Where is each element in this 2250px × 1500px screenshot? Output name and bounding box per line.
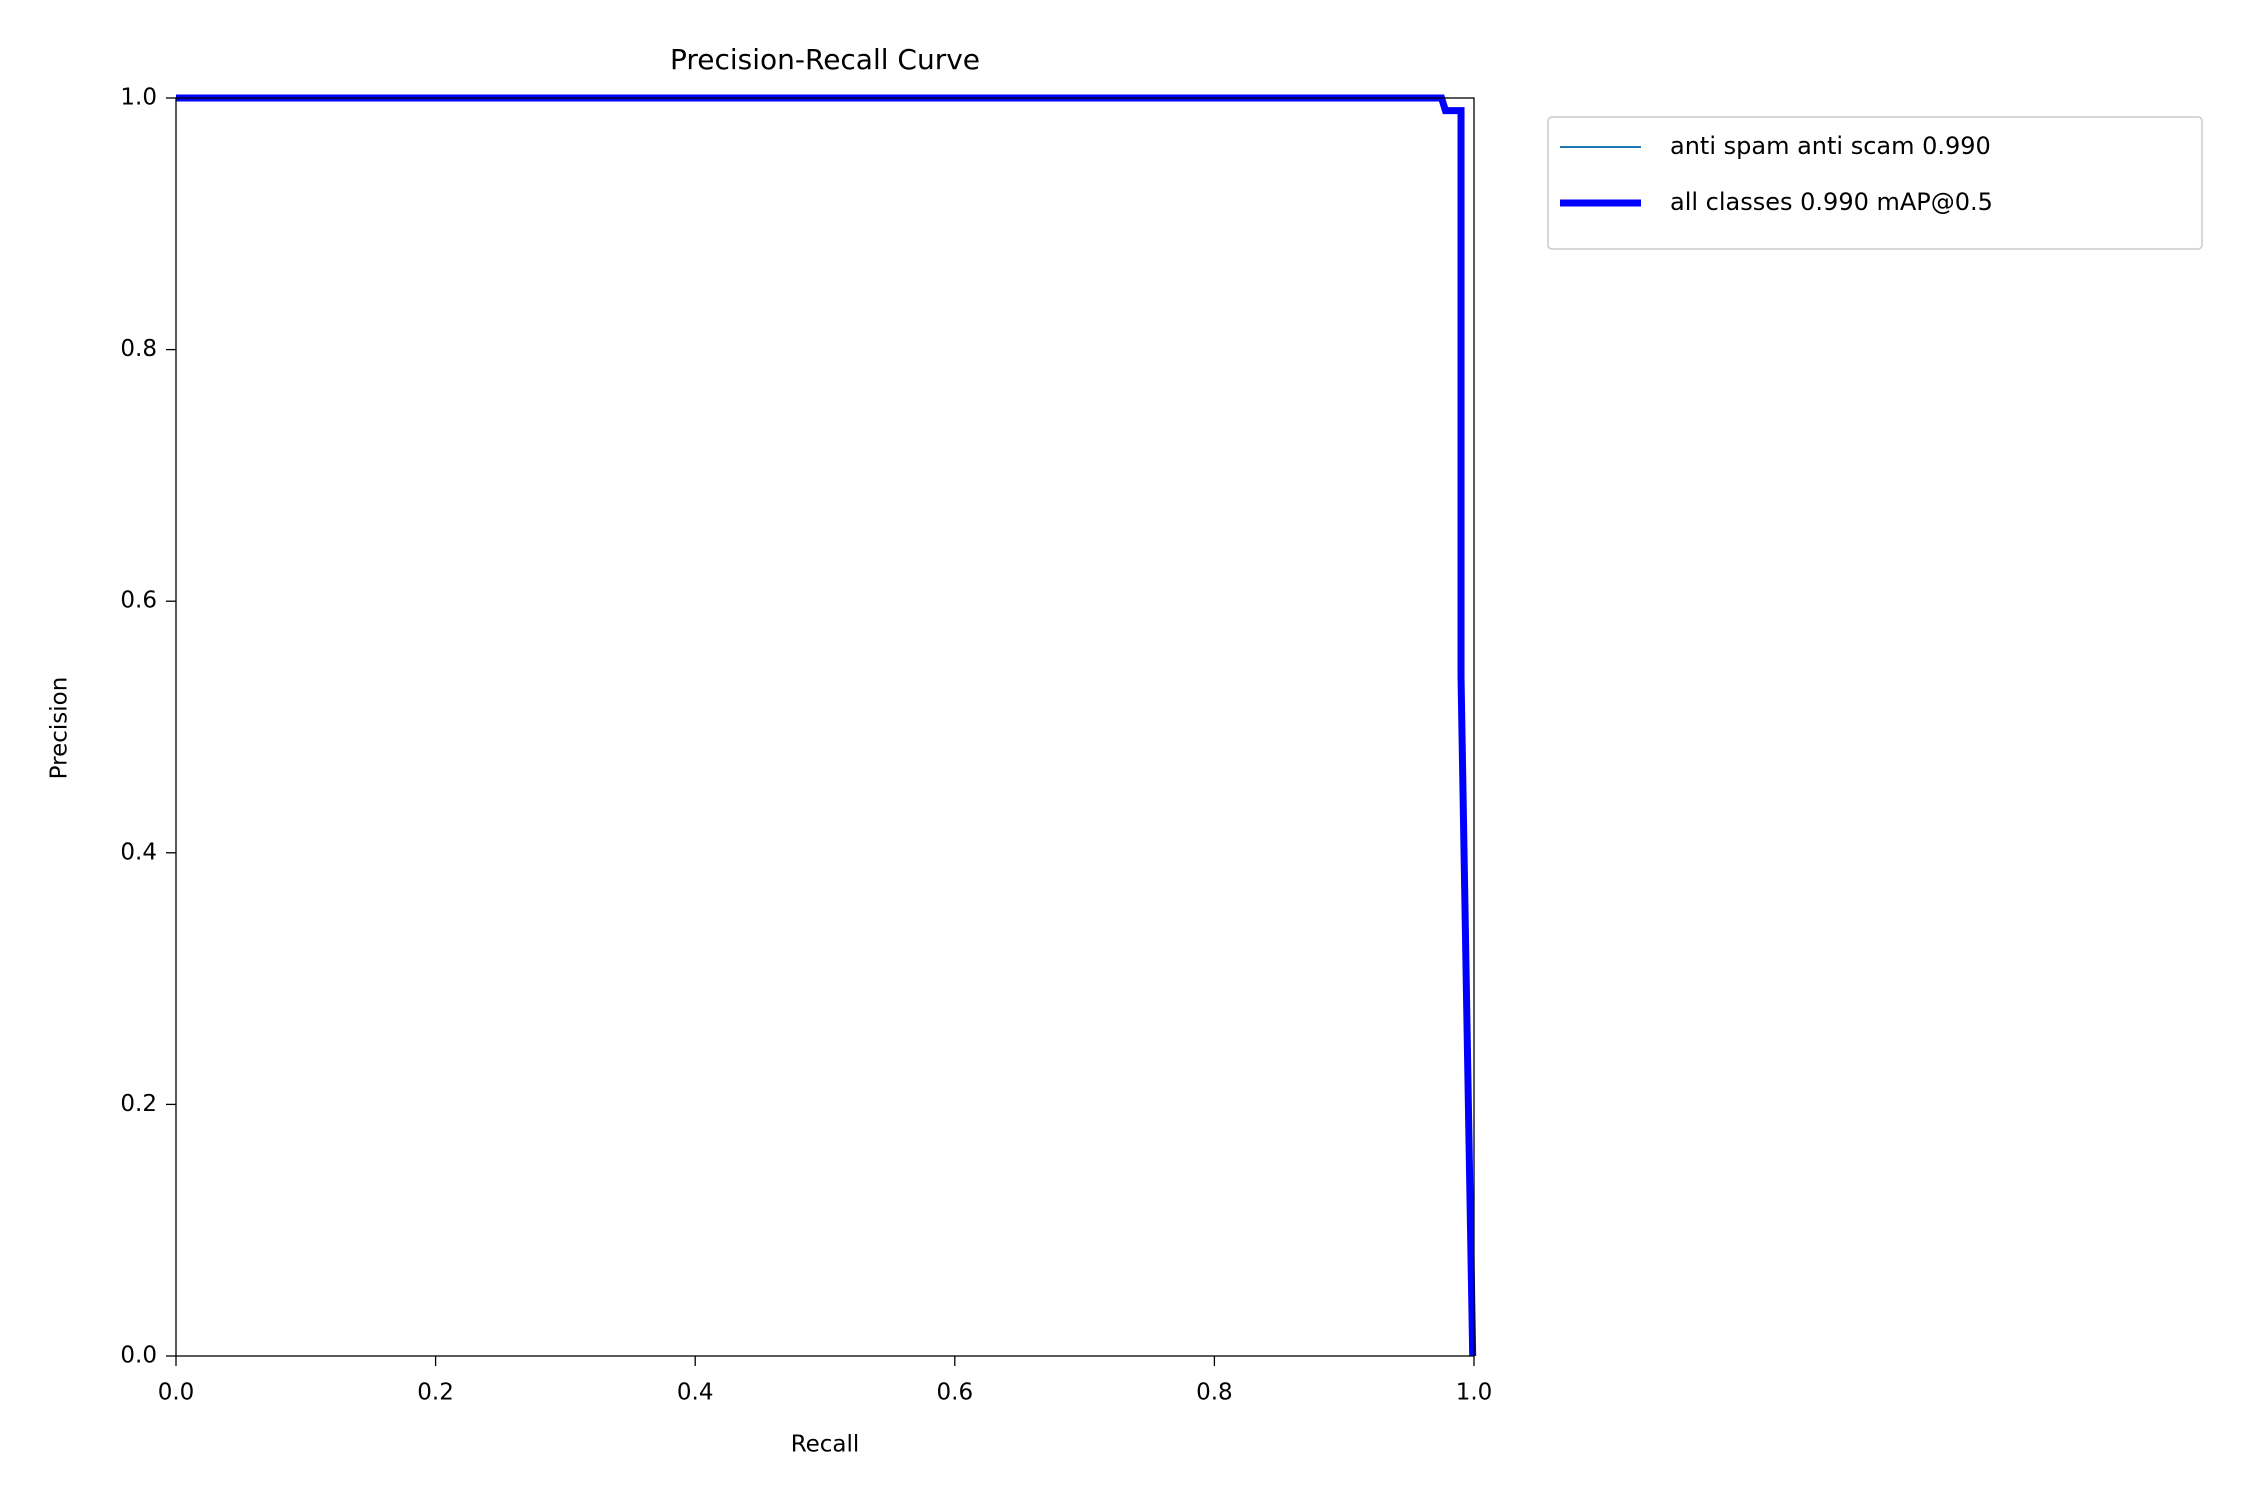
- x-tick-label: 0.0: [158, 1380, 195, 1406]
- legend-label: anti spam anti scam 0.990: [1670, 132, 1991, 160]
- y-tick-label: 0.0: [120, 1343, 157, 1369]
- plot-frame: [175, 97, 1475, 1357]
- legend-box: [1547, 116, 2203, 250]
- x-axis-label: Recall: [791, 1432, 860, 1458]
- x-tick-label: 0.2: [417, 1380, 454, 1406]
- y-tick-label: 0.2: [120, 1091, 157, 1117]
- legend-label: all classes 0.990 mAP@0.5: [1670, 188, 1993, 216]
- x-tick-label: 0.6: [937, 1380, 974, 1406]
- y-tick-label: 1.0: [120, 85, 157, 111]
- chart-title: Precision-Recall Curve: [670, 43, 980, 76]
- y-axis-label: Precision: [47, 677, 73, 780]
- y-tick-label: 0.6: [120, 588, 157, 614]
- y-tick-label: 0.8: [120, 336, 157, 362]
- x-tick-label: 0.4: [677, 1380, 714, 1406]
- x-tick-label: 1.0: [1456, 1380, 1493, 1406]
- x-tick-label: 0.8: [1196, 1380, 1233, 1406]
- y-tick-label: 0.4: [120, 839, 157, 865]
